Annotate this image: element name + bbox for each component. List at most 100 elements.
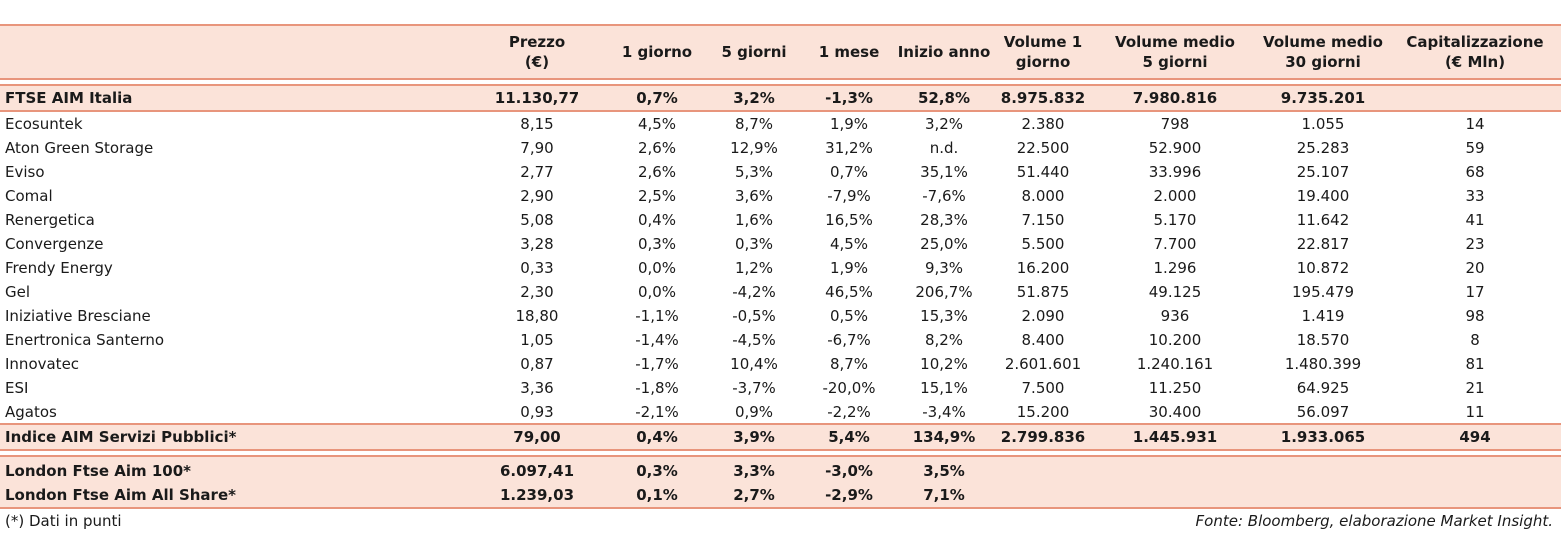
table-cell: 25.107 bbox=[1296, 163, 1350, 181]
table-cell: 7.150 bbox=[1021, 211, 1065, 229]
table-row: Enertronica Santerno 1,05 -1,4% -4,5% -6,7% 8… bbox=[0, 328, 1561, 352]
table-cell: 18.570 bbox=[1296, 331, 1350, 349]
index-band bbox=[0, 86, 1561, 110]
table-cell: 2.000 bbox=[1153, 187, 1197, 205]
table-row: Convergenze 3,28 0,3% 0,3% 4,5% 25,0% 5.500 7.7… bbox=[0, 232, 1561, 256]
table-cell: 10,2% bbox=[920, 355, 968, 373]
table-cell: 56.097 bbox=[1296, 403, 1350, 421]
table-cell: 7,1% bbox=[923, 486, 965, 504]
table-cell: 1,2% bbox=[734, 259, 774, 277]
column-header-line1: Volume medio bbox=[1115, 33, 1235, 51]
table-cell: 8,15 bbox=[520, 115, 554, 133]
table-cell: 7.500 bbox=[1021, 379, 1065, 397]
column-header-line1: Inizio anno bbox=[897, 43, 991, 61]
table-cell: 33 bbox=[1465, 187, 1485, 205]
london-bottom-rule bbox=[0, 507, 1561, 509]
sector-bottom-rule bbox=[0, 449, 1561, 451]
row-label: ESI bbox=[5, 379, 29, 397]
table-cell: 68 bbox=[1465, 163, 1485, 181]
column-header: Prezzo (€) bbox=[482, 30, 592, 74]
table-cell: 6.097,41 bbox=[499, 462, 575, 480]
table-cell bbox=[1105, 459, 1245, 483]
row-label: Indice AIM Servizi Pubblici* bbox=[5, 428, 237, 446]
table-cell: 5,3% bbox=[734, 163, 774, 181]
table-cell bbox=[1253, 483, 1393, 507]
row-label: Renergetica bbox=[5, 211, 95, 229]
table-cell: 2.601.601 bbox=[1004, 355, 1082, 373]
table-cell bbox=[988, 459, 1098, 483]
table-cell: 35,1% bbox=[920, 163, 968, 181]
table-cell: 8.400 bbox=[1021, 331, 1065, 349]
header-top-rule bbox=[0, 24, 1561, 26]
table-cell: -7,9% bbox=[827, 187, 871, 205]
table-cell: 17 bbox=[1465, 283, 1485, 301]
table-cell: 98 bbox=[1465, 307, 1485, 325]
table-cell: 5.500 bbox=[1021, 235, 1065, 253]
table-cell: 15,3% bbox=[920, 307, 968, 325]
table-cell: 0,5% bbox=[829, 307, 869, 325]
london-row: London Ftse Aim 100* 6.097,41 0,3% 3,3% -3,0… bbox=[0, 459, 1561, 483]
table-cell: -3,7% bbox=[732, 379, 776, 397]
column-header: Volume 1 giorno bbox=[988, 30, 1098, 74]
column-header-line2: 30 giorni bbox=[1285, 53, 1361, 71]
table-cell: 3,6% bbox=[734, 187, 774, 205]
table-cell: 64.925 bbox=[1296, 379, 1350, 397]
table-row: Iniziative Bresciane 18,80 -1,1% -0,5% 0,5% 1… bbox=[0, 304, 1561, 328]
table-cell: -0,5% bbox=[732, 307, 776, 325]
table-cell: 2.380 bbox=[1021, 115, 1065, 133]
table-cell: -4,5% bbox=[732, 331, 776, 349]
column-header-line2: (€ Mln) bbox=[1444, 53, 1506, 71]
table-cell: 1.445.931 bbox=[1132, 428, 1218, 446]
table-cell: 2,5% bbox=[637, 187, 677, 205]
table-cell: 5.170 bbox=[1153, 211, 1197, 229]
index-row: FTSE AIM Italia 11.130,77 0,7% 3,2% -1,3% 52,… bbox=[0, 86, 1561, 110]
table-cell: 1.419 bbox=[1301, 307, 1345, 325]
table-cell: 0,33 bbox=[520, 259, 554, 277]
table-cell: 30.400 bbox=[1148, 403, 1202, 421]
column-header-line2: 5 giorni bbox=[1142, 53, 1208, 71]
table-cell: 51.440 bbox=[1016, 163, 1070, 181]
table-cell: 1.055 bbox=[1301, 115, 1345, 133]
table-cell bbox=[1395, 459, 1555, 483]
table-cell: 0,7% bbox=[636, 89, 678, 107]
table-row: Eviso 2,77 2,6% 5,3% 0,7% 35,1% 51.440 33.996 25… bbox=[0, 160, 1561, 184]
table-cell: -4,2% bbox=[732, 283, 776, 301]
table-cell: -7,6% bbox=[922, 187, 966, 205]
column-header-line1: Volume 1 bbox=[1003, 33, 1083, 51]
table-cell: 2,6% bbox=[637, 163, 677, 181]
row-label: London Ftse Aim 100* bbox=[5, 462, 191, 480]
table-cell: 0,0% bbox=[637, 259, 677, 277]
table-cell: 52,8% bbox=[917, 89, 971, 107]
table-cell: 0,93 bbox=[520, 403, 554, 421]
table-cell bbox=[1105, 483, 1245, 507]
table-cell: 0,9% bbox=[734, 403, 774, 421]
table-cell: 8.975.832 bbox=[1000, 89, 1086, 107]
table-cell: 1.239,03 bbox=[499, 486, 575, 504]
table-cell: 52.900 bbox=[1148, 139, 1202, 157]
table-cell: 15,1% bbox=[920, 379, 968, 397]
table-cell: 51.875 bbox=[1016, 283, 1070, 301]
sector-band bbox=[0, 425, 1561, 449]
table-cell: 11.250 bbox=[1148, 379, 1202, 397]
table-cell: 1,9% bbox=[829, 259, 869, 277]
table-cell: 79,00 bbox=[513, 428, 561, 446]
table-cell: 1,6% bbox=[734, 211, 774, 229]
table-cell: 0,3% bbox=[637, 235, 677, 253]
row-label: Gel bbox=[5, 283, 31, 301]
table-cell: 3,3% bbox=[733, 462, 775, 480]
table-row: ESI 3,36 -1,8% -3,7% -20,0% 15,1% 7.500 11.250 6… bbox=[0, 376, 1561, 400]
table-cell: 8 bbox=[1470, 331, 1480, 349]
table-cell: -2,2% bbox=[827, 403, 871, 421]
table-row: Innovatec 0,87 -1,7% 10,4% 8,7% 10,2% 2.601.60… bbox=[0, 352, 1561, 376]
column-header-line2: (€) bbox=[524, 53, 550, 71]
table-cell: 11 bbox=[1465, 403, 1485, 421]
table-cell: 12,9% bbox=[730, 139, 778, 157]
header-bottom-rule bbox=[0, 78, 1561, 80]
table-cell: 2,30 bbox=[520, 283, 554, 301]
table-cell: 33.996 bbox=[1148, 163, 1202, 181]
row-label: Innovatec bbox=[5, 355, 80, 373]
table-cell bbox=[988, 483, 1098, 507]
table-cell: 3,2% bbox=[924, 115, 964, 133]
column-header-line1: 1 giorno bbox=[621, 43, 693, 61]
table-cell: 2,77 bbox=[520, 163, 554, 181]
